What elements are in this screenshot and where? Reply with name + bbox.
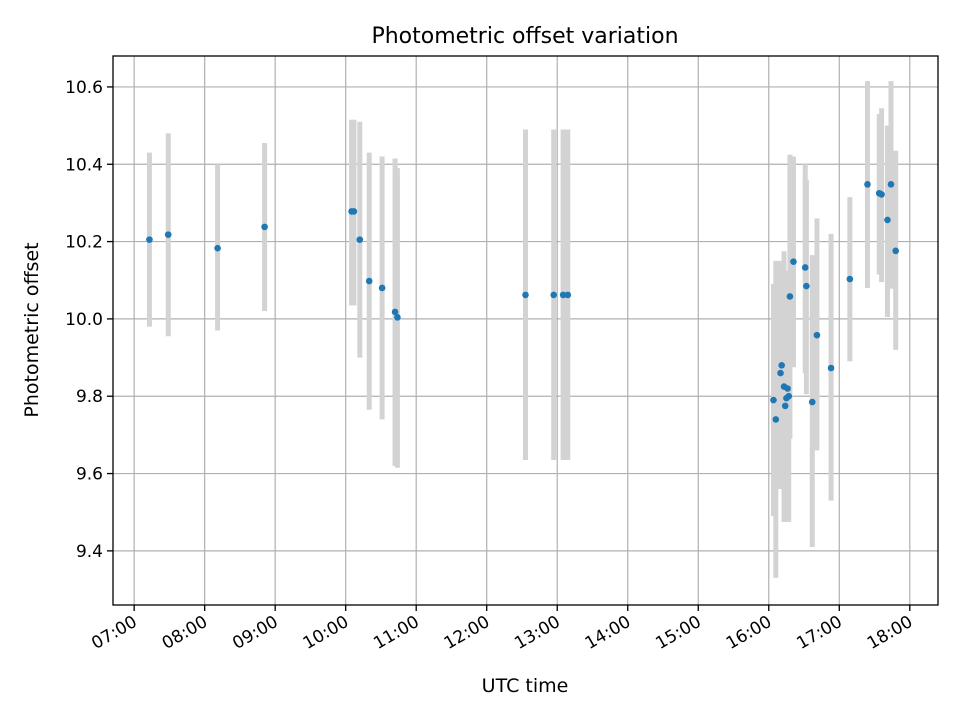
- y-tick-label: 9.8: [76, 387, 103, 407]
- data-point: [808, 398, 816, 406]
- x-tick-label: 07:00: [88, 612, 140, 654]
- data-point: [522, 291, 529, 299]
- y-tick-label: 9.6: [76, 465, 103, 485]
- data-point: [887, 181, 895, 188]
- data-point: [146, 236, 153, 243]
- y-axis-label: Photometric offset: [21, 242, 43, 417]
- x-tick-label: 18:00: [864, 612, 916, 654]
- y-tick-label: 10.4: [65, 155, 103, 175]
- data-point: [778, 361, 785, 369]
- errorbar-layer: [146, 81, 899, 578]
- data-point: [813, 331, 821, 339]
- data-point: [781, 402, 789, 410]
- data-point: [564, 291, 572, 299]
- data-point: [391, 308, 399, 316]
- data-point: [846, 275, 854, 283]
- x-tick-label: 12:00: [441, 612, 493, 654]
- data-point: [785, 392, 793, 400]
- x-tick-label: 15:00: [652, 612, 704, 654]
- data-point: [394, 314, 401, 321]
- chart-title: Photometric offset variation: [371, 24, 678, 49]
- data-point: [786, 293, 794, 300]
- data-point: [550, 291, 558, 299]
- data-point: [884, 216, 891, 224]
- data-point: [878, 191, 885, 198]
- data-point: [827, 364, 835, 372]
- y-tick-label: 10.2: [65, 233, 103, 253]
- y-axis: 9.4 9.6 9.8 10.0 10.2 10.4 10.6: [65, 78, 113, 562]
- data-point: [164, 231, 172, 238]
- data-point: [261, 223, 268, 231]
- x-tick-label: 11:00: [370, 612, 422, 654]
- y-tick-label: 10.0: [65, 310, 103, 330]
- data-point: [559, 291, 567, 299]
- x-tick-label: 16:00: [723, 612, 775, 654]
- data-point: [801, 264, 809, 271]
- data-point: [378, 284, 386, 292]
- point-layer: [146, 181, 899, 423]
- data-point: [784, 385, 791, 392]
- x-axis: 07:00 08:00 09:00 10:00 11:00 12:00 13:00 14:00…: [88, 605, 916, 654]
- data-point: [790, 258, 797, 265]
- x-tick-label: 17:00: [793, 612, 845, 654]
- x-tick-label: 09:00: [229, 612, 281, 654]
- x-axis-label: UTC time: [482, 675, 569, 697]
- data-point: [214, 244, 221, 252]
- data-point: [892, 247, 899, 255]
- x-tick-label: 08:00: [159, 612, 211, 654]
- data-point: [365, 277, 373, 285]
- x-tick-label: 10:00: [300, 612, 352, 654]
- data-point: [864, 181, 871, 188]
- data-point: [777, 369, 784, 377]
- x-tick-label: 14:00: [582, 612, 634, 654]
- data-point: [803, 282, 810, 290]
- x-tick-label: 13:00: [511, 612, 563, 654]
- plot-frame: [112, 55, 939, 606]
- y-tick-label: 9.4: [76, 542, 103, 562]
- data-point: [350, 208, 358, 215]
- data-point: [772, 416, 780, 423]
- data-point: [356, 236, 364, 243]
- y-tick-label: 10.6: [65, 78, 103, 98]
- data-point: [770, 396, 777, 404]
